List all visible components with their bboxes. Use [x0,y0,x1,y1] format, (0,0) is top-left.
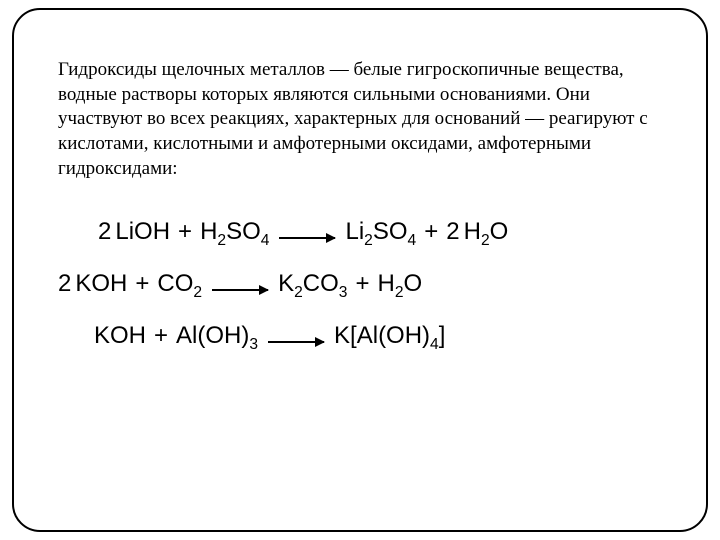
chem-formula: K2CO3 [278,261,347,307]
equation-row: 2 LiOH + H2SO4 Li2SO4 + 2 H2O [58,209,662,255]
reaction-arrow-icon [268,341,324,343]
chem-formula: LiOH [115,209,170,255]
body-paragraph: Гидроксиды щелочных металлов — белые гиг… [58,58,662,181]
chem-formula: KOH [94,313,146,359]
equation-row: KOH + Al(OH)3 K[Al(OH)4] [58,313,662,359]
reaction-arrow-icon [279,237,335,239]
chem-formula: K[Al(OH)4] [334,313,445,359]
slide-frame: Гидроксиды щелочных металлов — белые гиг… [12,8,708,532]
chem-formula: H2SO4 [200,209,269,255]
reaction-arrow-icon [212,289,268,291]
chem-formula: H2O [377,261,422,307]
chem-formula: Li2SO4 [345,209,416,255]
equation-row: 2 KOH + CO2 K2CO3 + H2O [58,261,662,307]
chem-formula: Al(OH)3 [176,313,258,359]
chem-formula: H2O [464,209,509,255]
chem-formula: KOH [75,261,127,307]
chem-formula: CO2 [157,261,202,307]
equations-block: 2 LiOH + H2SO4 Li2SO4 + 2 H2O 2 KOH + CO2… [58,209,662,358]
